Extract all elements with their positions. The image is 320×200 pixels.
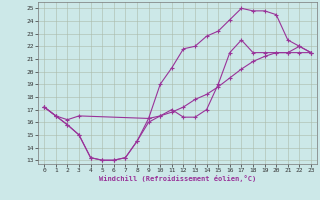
X-axis label: Windchill (Refroidissement éolien,°C): Windchill (Refroidissement éolien,°C) bbox=[99, 175, 256, 182]
